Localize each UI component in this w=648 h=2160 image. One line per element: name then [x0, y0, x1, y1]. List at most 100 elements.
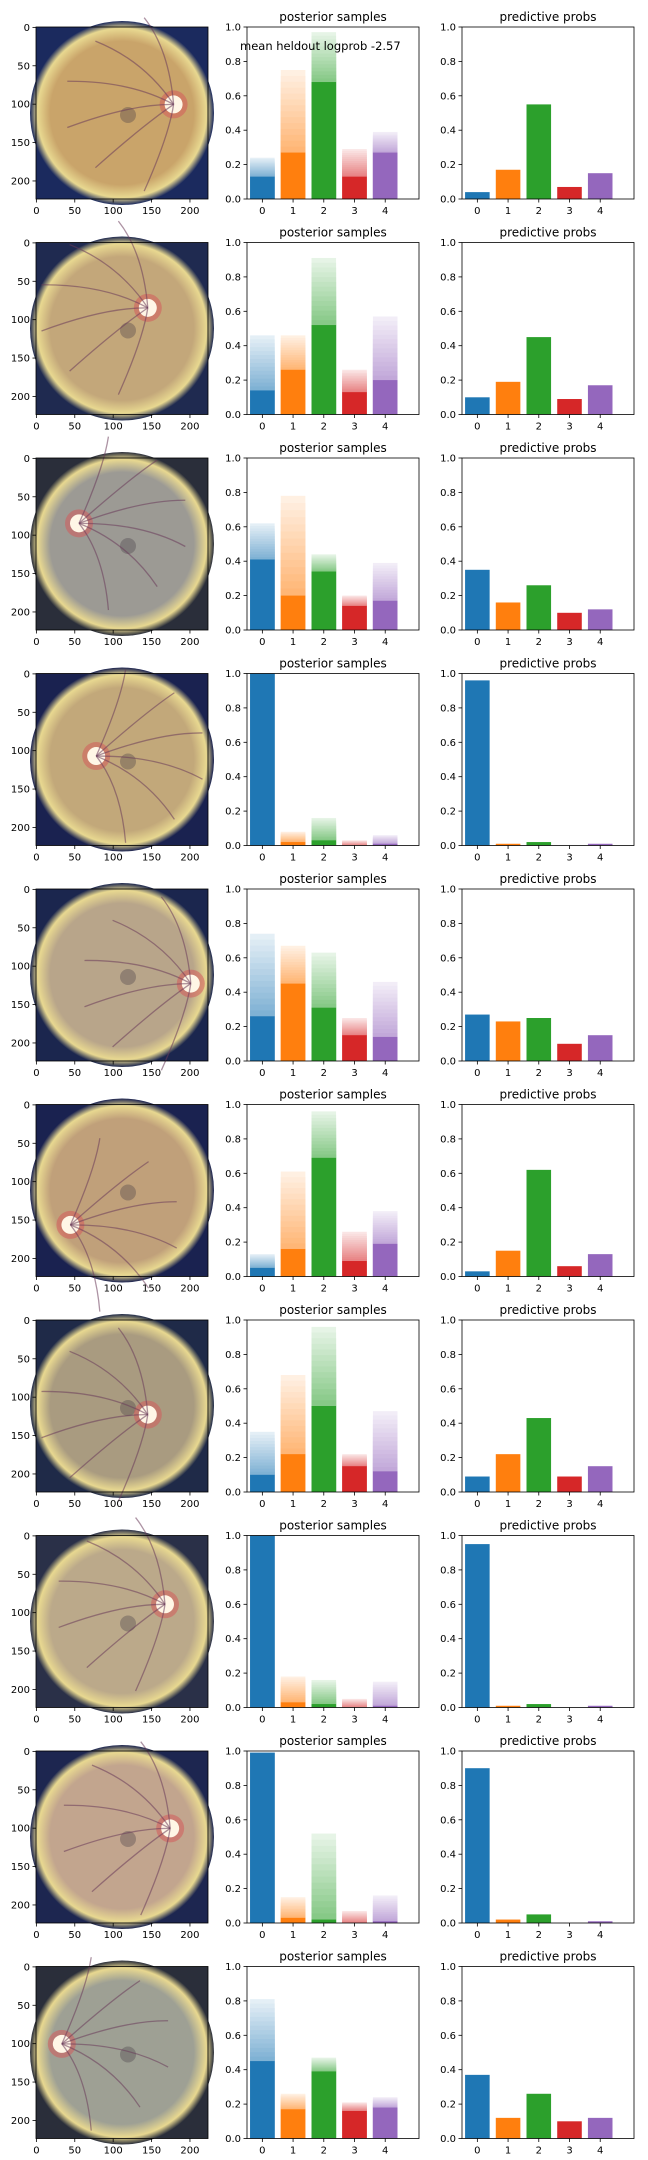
y-tick-label: 0.4 — [225, 341, 241, 352]
y-tick-label: 0.6 — [440, 307, 456, 318]
x-tick-label: 50 — [68, 637, 81, 648]
x-tick-label: 2 — [321, 853, 327, 864]
predictive-probs-chart: predictive probs 0 1 2 3 4 0.0 0.2 0.4 0.6 0.8 1.0 — [440, 226, 635, 433]
x-tick-label: 2 — [321, 1284, 327, 1295]
x-tick-label: 100 — [104, 1284, 123, 1295]
y-tick-label: 1.0 — [225, 1316, 241, 1327]
vessel — [140, 1828, 171, 1916]
chart-axes-frame — [246, 26, 420, 200]
macula — [120, 107, 136, 123]
y-tick-label: 0.0 — [225, 841, 241, 852]
x-tick-label: 100 — [104, 1068, 123, 1079]
predictive-prob-bar — [557, 2121, 582, 2139]
x-tick-label: 3 — [566, 422, 572, 433]
x-tick-label: 3 — [566, 206, 572, 217]
y-tick-label: 0.2 — [225, 1453, 241, 1464]
posterior-sample-bar — [311, 1007, 337, 1061]
x-tick-label: 0 — [474, 637, 480, 648]
posterior-sample-bar — [311, 571, 337, 630]
predictive-prob-bar — [587, 609, 613, 630]
y-tick-label: 0.0 — [440, 2134, 456, 2145]
x-tick-label: 0 — [33, 422, 39, 433]
y-tick-label: 150 — [11, 354, 30, 365]
chart-title: predictive probs — [499, 226, 596, 240]
y-tick-label: 0 — [24, 238, 30, 249]
y-tick-label: 0.0 — [225, 1703, 241, 1714]
x-tick-label: 50 — [68, 1930, 81, 1941]
chart-axes-frame — [461, 26, 635, 200]
y-tick-label: 0.6 — [440, 1384, 456, 1395]
chart-title: predictive probs — [499, 1734, 596, 1748]
x-tick-label: 50 — [68, 2146, 81, 2157]
x-tick-label: 50 — [68, 1499, 81, 1510]
x-tick-label: 1 — [290, 637, 296, 648]
x-tick-label: 100 — [104, 637, 123, 648]
chart-title: posterior samples — [279, 872, 387, 886]
x-tick-label: 4 — [597, 206, 603, 217]
y-tick-label: 150 — [11, 1862, 30, 1873]
x-tick-label: 1 — [505, 422, 511, 433]
predictive-probs-chart: predictive probs 0 1 2 3 4 0.0 0.2 0.4 0.6 0.8 1.0 — [440, 1519, 635, 1726]
y-tick-label: 50 — [17, 61, 30, 72]
macula — [120, 969, 136, 985]
predictive-probs-chart: predictive probs 0 1 2 3 4 0.0 0.2 0.4 0.6 0.8 1.0 — [440, 1088, 635, 1295]
predictive-probs-chart: predictive probs 0 1 2 3 4 0.0 0.2 0.4 0.6 0.8 1.0 — [440, 657, 635, 864]
y-tick-label: 1.0 — [225, 669, 241, 680]
y-tick-label: 0.4 — [440, 2065, 456, 2076]
y-tick-label: 1.0 — [225, 238, 241, 249]
vessel — [61, 1980, 141, 2045]
y-tick-label: 0.0 — [225, 195, 241, 206]
predictive-prob-bar — [526, 585, 552, 630]
y-tick-label: 0.2 — [225, 2100, 241, 2111]
predictive-prob-bar — [587, 2117, 613, 2139]
x-tick-label: 3 — [351, 1930, 357, 1941]
x-tick-label: 0 — [259, 1499, 265, 1510]
x-tick-label: 3 — [351, 422, 357, 433]
x-tick-label: 3 — [351, 853, 357, 864]
image-axes-frame — [35, 242, 209, 415]
y-tick-label: 0.8 — [440, 488, 456, 499]
predictive-prob-bar — [465, 680, 490, 846]
predictive-prob-bar — [495, 2117, 521, 2139]
x-tick-label: 100 — [104, 1715, 123, 1726]
vessel — [160, 983, 192, 1071]
predictive-probs-chart: predictive probs 0 1 2 3 4 0.0 0.2 0.4 0.6 0.8 1.0 — [440, 872, 635, 1079]
predictive-probs-chart: predictive probs 0 1 2 3 4 0.0 0.2 0.4 0.6 0.8 1.0 — [440, 1950, 635, 2157]
x-tick-label: 200 — [180, 1499, 199, 1510]
vessel — [61, 2043, 92, 2131]
x-tick-label: 4 — [382, 206, 388, 217]
y-tick-label: 0.8 — [225, 1781, 241, 1792]
y-tick-label: 1.0 — [440, 1962, 456, 1973]
x-tick-label: 3 — [351, 2146, 357, 2157]
x-tick-label: 0 — [474, 1284, 480, 1295]
vessel — [86, 1540, 166, 1605]
x-tick-label: 4 — [382, 1715, 388, 1726]
x-tick-label: 0 — [474, 1930, 480, 1941]
posterior-sample-bar — [250, 1752, 275, 1923]
x-tick-label: 50 — [68, 1284, 81, 1295]
y-tick-label: 0.0 — [225, 410, 241, 421]
chart-axes-frame — [461, 1535, 635, 1708]
y-tick-label: 0.8 — [225, 272, 241, 283]
x-tick-label: 1 — [290, 853, 296, 864]
x-tick-label: 2 — [321, 422, 327, 433]
vessel — [41, 1413, 148, 1439]
x-tick-label: 4 — [597, 1715, 603, 1726]
predictive-prob-bar — [495, 843, 521, 846]
y-tick-label: 50 — [17, 708, 30, 719]
y-tick-label: 0.6 — [225, 1600, 241, 1611]
predictive-prob-bar — [587, 385, 613, 415]
image-axes-frame — [35, 888, 209, 1062]
x-tick-label: 4 — [597, 853, 603, 864]
y-tick-label: 200 — [11, 1900, 30, 1911]
posterior-sample-bar — [311, 1406, 337, 1492]
x-tick-label: 1 — [290, 1499, 296, 1510]
x-tick-label: 2 — [536, 422, 542, 433]
x-tick-label: 0 — [474, 2146, 480, 2157]
y-tick-label: 0.8 — [225, 1996, 241, 2007]
posterior-sample-bar — [280, 595, 306, 630]
fundus-image — [30, 452, 214, 636]
y-tick-label: 0.6 — [225, 953, 241, 964]
